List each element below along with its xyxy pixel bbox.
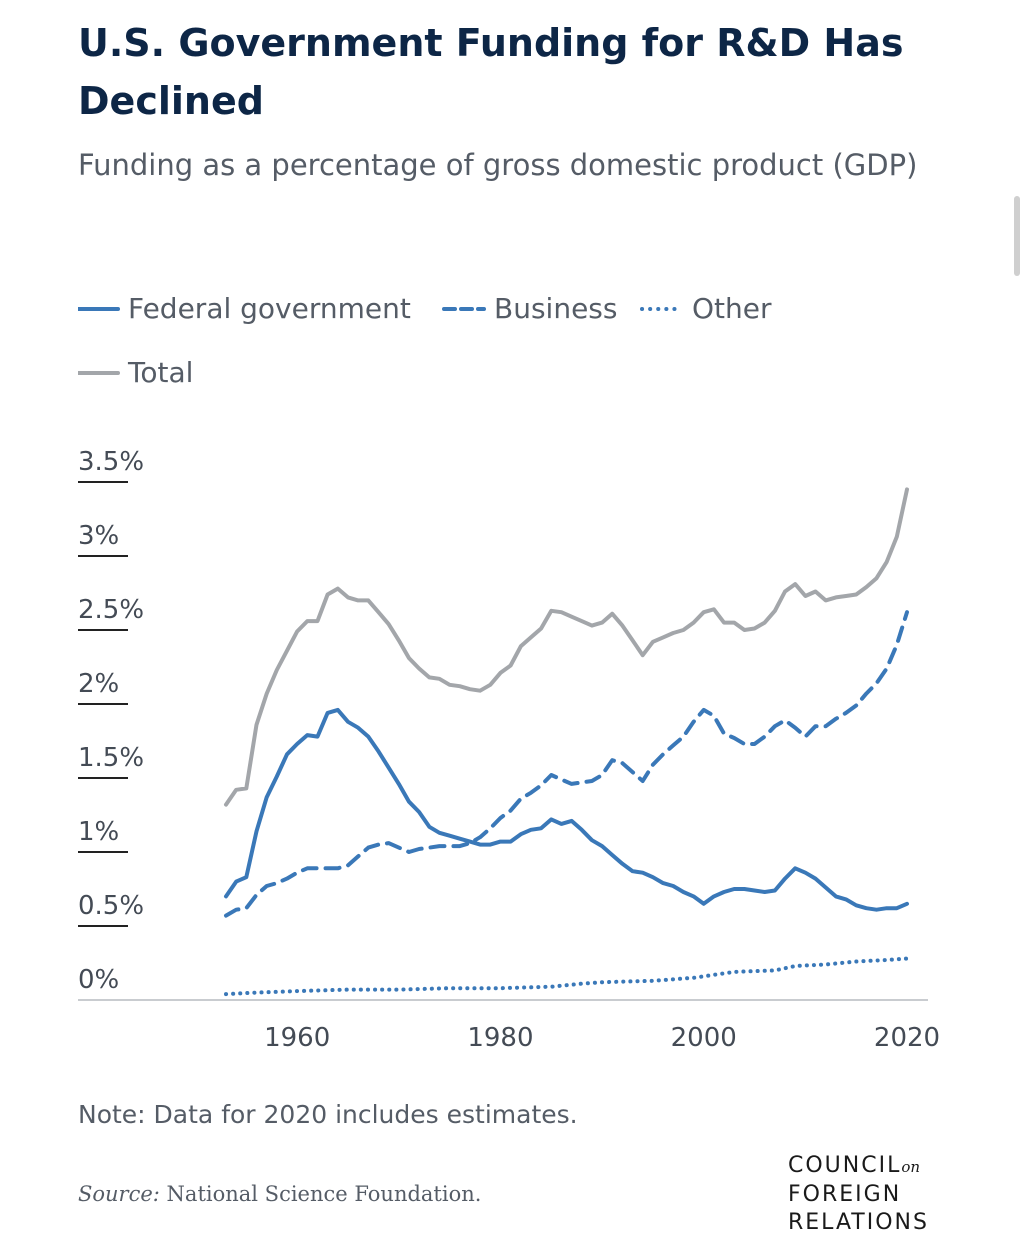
y-tick-label: 0% (78, 965, 119, 995)
series-business-line (224, 610, 909, 918)
logo-line-relations: RELATIONS (788, 1210, 929, 1235)
y-tick-label: 0.5% (78, 891, 144, 921)
legend-swatch-dotted-blue-icon (640, 306, 684, 311)
x-tick-label: 1980 (467, 1023, 533, 1053)
source-text: National Science Foundation. (166, 1182, 482, 1206)
y-tick-label: 1.5% (78, 743, 144, 773)
cfr-logo: COUNCILon FOREIGN RELATIONS (788, 1152, 988, 1237)
y-tick-label: 2.5% (78, 595, 144, 625)
source-label: Source: (78, 1182, 160, 1206)
y-tick-label: 2% (78, 669, 119, 699)
y-tick-label: 3.5% (78, 447, 144, 477)
legend-item-total: Total (78, 356, 193, 389)
legend-item-business: Business (442, 292, 617, 325)
series-total-line (224, 487, 909, 807)
y-tick-label: 3% (78, 521, 119, 551)
x-tick-label: 2020 (874, 1023, 940, 1053)
legend-swatch-solid-blue-icon (78, 306, 120, 311)
logo-on: on (901, 1158, 921, 1176)
legend-label-total: Total (128, 356, 194, 389)
source-line: Source: National Science Foundation. (78, 1182, 481, 1206)
scrollbar[interactable] (1014, 196, 1020, 276)
chart-title: U.S. Government Funding for R&D Has Decl… (78, 21, 904, 123)
legend-swatch-solid-gray-icon (78, 370, 120, 375)
line-chart: 0% 0.5% 1% 1.5% 2% 2.5% 3% 3.5% 1960 1980 2000 2020 (78, 447, 940, 1053)
legend-item-federal: Federal government (78, 292, 411, 325)
x-tick-label: 2000 (671, 1023, 737, 1053)
logo-line-foreign: FOREIGN (788, 1182, 902, 1207)
logo-line-council: COUNCIL (788, 1153, 902, 1178)
y-tick-label: 1% (78, 817, 119, 847)
legend-label-other: Other (692, 292, 772, 325)
legend-label-business: Business (494, 292, 618, 325)
legend-swatch-dashed-blue-icon (442, 306, 486, 311)
series-other-line (224, 956, 909, 997)
legend-label-federal: Federal government (128, 292, 411, 325)
chart-subtitle: Funding as a percentage of gross domesti… (78, 148, 918, 182)
footnote: Note: Data for 2020 includes estimates. (78, 1100, 578, 1129)
x-tick-label: 1960 (264, 1023, 330, 1053)
legend-item-other: Other (640, 292, 772, 325)
series-federal-line (224, 707, 909, 912)
